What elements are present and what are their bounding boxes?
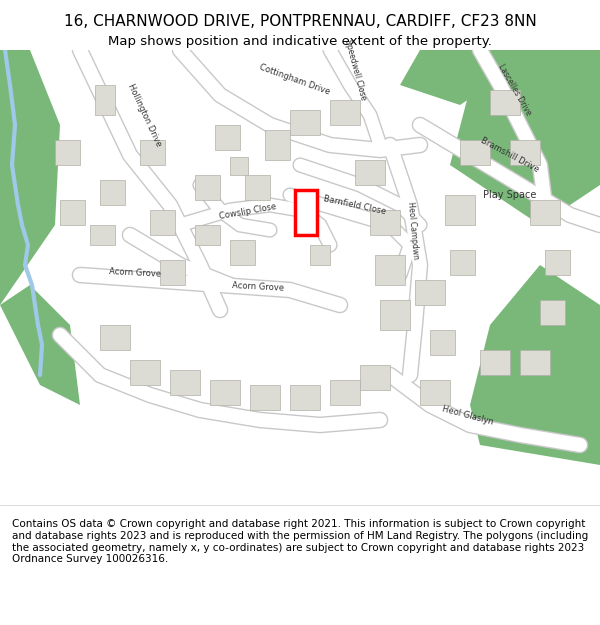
Polygon shape <box>415 280 445 305</box>
Text: 16, CHARNWOOD DRIVE, PONTPRENNAU, CARDIFF, CF23 8NN: 16, CHARNWOOD DRIVE, PONTPRENNAU, CARDIF… <box>64 14 536 29</box>
Text: Lascelles Drive: Lascelles Drive <box>497 62 533 118</box>
Polygon shape <box>450 50 600 225</box>
Polygon shape <box>470 265 600 465</box>
Polygon shape <box>250 385 280 410</box>
Polygon shape <box>215 125 240 150</box>
Polygon shape <box>355 160 385 185</box>
Polygon shape <box>400 50 540 105</box>
Polygon shape <box>195 175 220 200</box>
Text: Barnfield Close: Barnfield Close <box>323 194 387 216</box>
Polygon shape <box>100 180 125 205</box>
Polygon shape <box>0 285 80 405</box>
Polygon shape <box>60 200 85 225</box>
Polygon shape <box>245 175 270 200</box>
Polygon shape <box>360 365 390 390</box>
Polygon shape <box>100 325 130 350</box>
Text: Cowslip Close: Cowslip Close <box>218 202 277 221</box>
Polygon shape <box>510 140 540 165</box>
Polygon shape <box>95 85 115 115</box>
Polygon shape <box>230 240 255 265</box>
Text: Cottingham Drive: Cottingham Drive <box>259 63 332 97</box>
Polygon shape <box>330 100 360 125</box>
Polygon shape <box>230 157 248 175</box>
Polygon shape <box>380 300 410 330</box>
Polygon shape <box>540 300 565 325</box>
Text: Acorn Grove: Acorn Grove <box>109 267 161 279</box>
Text: Hollington Drive: Hollington Drive <box>127 82 164 148</box>
Polygon shape <box>90 225 115 245</box>
Text: Acorn Grove: Acorn Grove <box>232 281 284 293</box>
Polygon shape <box>490 90 520 115</box>
Polygon shape <box>160 260 185 285</box>
Polygon shape <box>310 245 330 265</box>
Polygon shape <box>420 380 450 405</box>
Polygon shape <box>290 110 320 135</box>
Polygon shape <box>375 255 405 285</box>
Polygon shape <box>130 360 160 385</box>
Polygon shape <box>265 130 290 160</box>
Polygon shape <box>430 330 455 355</box>
Polygon shape <box>55 140 80 165</box>
Polygon shape <box>450 250 475 275</box>
Text: Bramshill Drive: Bramshill Drive <box>479 136 541 174</box>
Text: Heol Glaslyn: Heol Glaslyn <box>441 404 495 426</box>
Polygon shape <box>530 200 560 225</box>
Bar <box>295 190 317 235</box>
Polygon shape <box>370 210 400 235</box>
Polygon shape <box>330 380 360 405</box>
Polygon shape <box>460 140 490 165</box>
Text: Heol Campdwn: Heol Campdwn <box>406 201 420 259</box>
Polygon shape <box>140 140 165 165</box>
Polygon shape <box>195 225 220 245</box>
Text: Map shows position and indicative extent of the property.: Map shows position and indicative extent… <box>108 35 492 48</box>
Polygon shape <box>545 250 570 275</box>
Polygon shape <box>0 50 55 245</box>
Text: Contains OS data © Crown copyright and database right 2021. This information is : Contains OS data © Crown copyright and d… <box>12 519 588 564</box>
Polygon shape <box>520 350 550 375</box>
Polygon shape <box>445 195 475 225</box>
Polygon shape <box>480 350 510 375</box>
Polygon shape <box>0 50 60 305</box>
Text: Speedwell Close: Speedwell Close <box>343 39 367 101</box>
Polygon shape <box>150 210 175 235</box>
Polygon shape <box>170 370 200 395</box>
Text: Play Space: Play Space <box>484 190 536 200</box>
Polygon shape <box>210 380 240 405</box>
Polygon shape <box>290 385 320 410</box>
